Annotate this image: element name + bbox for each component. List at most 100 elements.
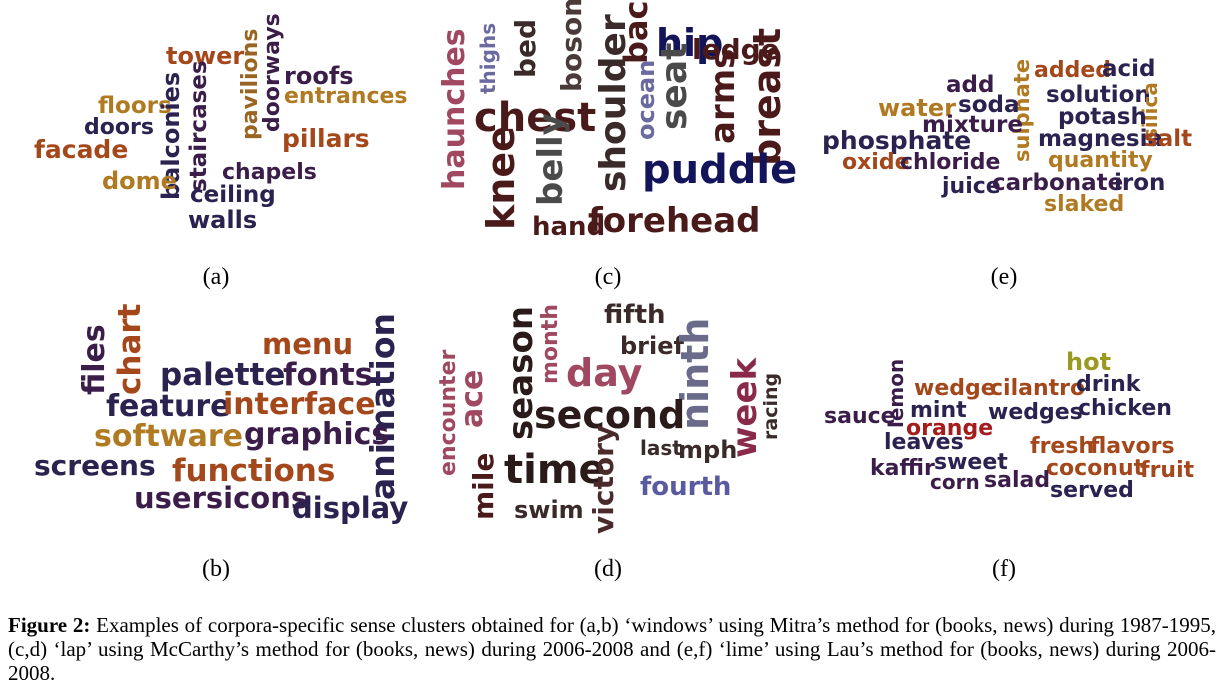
figure-caption: Figure 2: Examples of corpora-specific s… [8, 613, 1216, 685]
panel-label-f: (f) [992, 556, 1016, 582]
word: magnesia [1038, 126, 1164, 152]
word: roofs [284, 62, 354, 90]
panel-label-b: (b) [202, 556, 230, 582]
word: wedges [988, 400, 1083, 425]
word: floors [98, 93, 172, 119]
word: quantity [1048, 148, 1153, 173]
word: phosphate [822, 126, 972, 155]
word: orange [906, 416, 994, 441]
word: potash [1058, 104, 1147, 130]
word: sweet [934, 450, 1008, 475]
word: slaked [1044, 192, 1125, 217]
word: fifth [604, 300, 666, 330]
word: graphics [244, 417, 390, 452]
word: facade [34, 135, 129, 164]
word: files [77, 324, 112, 395]
word: seat [654, 42, 695, 130]
word: drink [1076, 372, 1141, 397]
word: month [538, 304, 563, 384]
word: add [946, 72, 995, 98]
panel-label-e: (e) [990, 264, 1018, 290]
word: chest [474, 95, 597, 141]
word: fresh [1030, 434, 1095, 459]
word: hand [532, 212, 606, 242]
word: tower [166, 42, 245, 70]
word: salt [1144, 126, 1193, 152]
word: menu [262, 327, 354, 361]
word: display [292, 491, 409, 525]
word: water [878, 94, 956, 122]
word: staircases [186, 60, 212, 192]
word: pillars [282, 124, 370, 153]
word: last [640, 436, 682, 460]
word: hip [656, 21, 724, 65]
word: puddle [642, 147, 798, 193]
word: season [501, 305, 541, 440]
word: walls [188, 206, 258, 234]
word: mile [467, 452, 500, 520]
word: usersicons [134, 481, 309, 515]
word: cilantro [990, 376, 1086, 401]
word: fourth [640, 472, 732, 502]
word: breast [745, 27, 789, 166]
panel-label-a: (a) [202, 264, 230, 290]
word: kaffir [870, 456, 935, 481]
word: mint [910, 398, 967, 423]
word: palette [160, 357, 286, 393]
word: doorways [260, 13, 285, 132]
word: pavilions [238, 28, 263, 140]
word: ledge [692, 33, 780, 66]
word: served [1050, 478, 1134, 503]
caption-text: Examples of corpora-specific sense clust… [8, 613, 1216, 685]
word: oxide [842, 150, 910, 175]
word: doors [84, 115, 154, 140]
word: salad [984, 468, 1051, 493]
word: shoulder [593, 14, 634, 192]
word: thighs [476, 22, 500, 94]
word: swim [514, 496, 584, 524]
word: soda [958, 92, 1020, 118]
word: mixture [922, 112, 1023, 138]
word: entrances [284, 84, 408, 109]
word: hot [1066, 348, 1112, 376]
caption-label: Figure 2: [8, 613, 91, 637]
word: acid [1102, 56, 1156, 82]
word: chart [112, 303, 148, 395]
word: feature [106, 389, 231, 424]
word: flavors [1090, 434, 1175, 459]
word: leaves [884, 430, 964, 455]
word: corn [930, 470, 980, 494]
word: dome [102, 167, 177, 195]
word: carbonate [992, 170, 1124, 196]
word: ace [455, 369, 490, 428]
word: racing [760, 372, 782, 440]
word: knee [479, 126, 523, 230]
word: time [504, 447, 606, 493]
word: second [534, 393, 686, 437]
word: wedge [914, 376, 996, 401]
word: solution [1046, 82, 1151, 108]
word: haunches [437, 28, 472, 190]
word: juice [942, 174, 1001, 199]
word: software [94, 419, 243, 454]
word: bed [509, 18, 542, 78]
word: mph [678, 436, 738, 464]
word: interface [223, 387, 376, 422]
word: chapels [222, 160, 317, 185]
word: added [1034, 58, 1112, 83]
word: iron [1114, 170, 1166, 196]
word: victory [587, 424, 620, 534]
word: arms [703, 48, 743, 144]
word: bosom [555, 0, 588, 92]
word: chloride [900, 150, 1001, 175]
word: screens [34, 449, 156, 482]
panel-label-d: (d) [594, 556, 622, 582]
word: brief [620, 332, 684, 360]
word: fruit [1140, 458, 1195, 483]
panel-label-c: (c) [594, 264, 622, 290]
word: ceiling [190, 182, 276, 208]
word: belly [531, 113, 571, 206]
word: fonts [283, 357, 374, 393]
word: chicken [1078, 396, 1172, 421]
word: functions [172, 453, 336, 489]
